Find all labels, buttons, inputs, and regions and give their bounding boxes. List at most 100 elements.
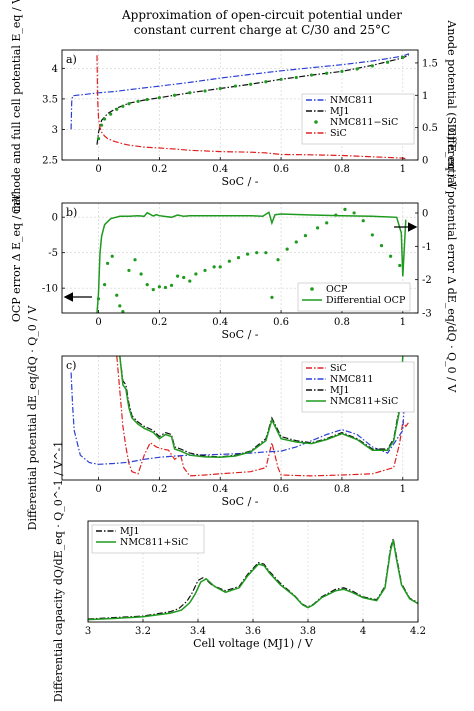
data-point bbox=[169, 283, 174, 287]
y-right-tick-label: -1 bbox=[422, 242, 432, 253]
series-group bbox=[88, 538, 418, 621]
legend-box bbox=[297, 282, 411, 312]
legend-marker bbox=[314, 120, 318, 124]
data-point bbox=[315, 226, 320, 230]
y-right-tick-label: -3 bbox=[422, 309, 432, 320]
legend-entry: SiC bbox=[330, 128, 347, 139]
y-tick-label: -10 bbox=[42, 284, 58, 295]
figure-title-line2: constant current charge at C/30 and 25°C bbox=[134, 23, 390, 37]
x-tick-label: 3.2 bbox=[135, 626, 151, 637]
y-axis-label: Differential capacity dQ/dE_eq · Q_0^-1 … bbox=[52, 441, 65, 703]
y-tick-label: -5 bbox=[48, 248, 58, 259]
data-point bbox=[270, 295, 274, 299]
data-point bbox=[182, 275, 186, 280]
x-axis-label: SoC / - bbox=[222, 175, 259, 188]
data-point bbox=[325, 221, 329, 225]
data-point bbox=[340, 69, 344, 73]
panel-label: b) bbox=[66, 206, 77, 219]
y-right-tick-label: 0.5 bbox=[422, 123, 438, 134]
data-point bbox=[115, 107, 119, 111]
x-tick-label: 0 bbox=[95, 484, 101, 495]
y-tick-label: 0 bbox=[52, 213, 58, 224]
legend-entry: NMC811+SiC bbox=[120, 537, 188, 548]
data-point bbox=[401, 55, 405, 59]
series-line-nmc811-sic bbox=[88, 540, 418, 621]
data-point bbox=[370, 64, 374, 68]
data-point bbox=[118, 304, 122, 308]
x-axis-label: SoC / - bbox=[222, 328, 259, 341]
legend-entry: SiC bbox=[330, 363, 347, 374]
legend-marker bbox=[310, 287, 314, 291]
data-point bbox=[361, 219, 365, 223]
legend-entry: NMC811 bbox=[330, 95, 373, 106]
y-axis-label-right: Anode potential (SiC) E_eq / V bbox=[445, 19, 458, 190]
legend-entry: MJ1 bbox=[120, 526, 140, 537]
y-right-tick-label: -2 bbox=[422, 275, 432, 286]
x-tick-label: 4 bbox=[360, 626, 366, 637]
y-tick-label: 4 bbox=[52, 64, 58, 75]
series-group bbox=[96, 207, 407, 313]
data-point bbox=[264, 80, 268, 84]
legend-box bbox=[91, 524, 205, 554]
data-point bbox=[379, 243, 384, 248]
data-point bbox=[163, 285, 168, 290]
data-point bbox=[233, 84, 238, 88]
series-group bbox=[70, 356, 410, 477]
series-line-differential-ocp bbox=[96, 211, 407, 313]
x-tick-label: 0.2 bbox=[151, 484, 167, 495]
x-tick-label: 1 bbox=[400, 317, 406, 328]
x-tick-label: 0.8 bbox=[334, 164, 350, 175]
legend-box bbox=[301, 93, 415, 145]
panel-d: 33.23.43.63.844.2d)Cell voltage (MJ1) / … bbox=[52, 441, 426, 703]
data-point bbox=[389, 254, 393, 258]
data-point bbox=[352, 211, 356, 215]
series-line-sic bbox=[96, 55, 406, 160]
data-point bbox=[96, 137, 101, 141]
data-point bbox=[121, 104, 125, 108]
data-point bbox=[157, 285, 161, 289]
x-tick-label: 1 bbox=[400, 484, 406, 495]
data-point bbox=[102, 283, 107, 287]
data-point bbox=[218, 86, 222, 91]
plot-frame bbox=[61, 202, 419, 314]
data-point bbox=[115, 293, 119, 297]
data-point bbox=[109, 112, 113, 116]
x-tick-label: 0.6 bbox=[273, 484, 289, 495]
series-line-nmc811-sic bbox=[119, 356, 404, 459]
x-tick-label: 1 bbox=[400, 164, 406, 175]
x-tick-label: 3.8 bbox=[300, 626, 316, 637]
data-point bbox=[218, 265, 222, 269]
data-point bbox=[176, 274, 180, 278]
data-point bbox=[385, 60, 390, 64]
data-point bbox=[285, 247, 289, 251]
data-point bbox=[343, 207, 347, 211]
data-point bbox=[236, 256, 241, 260]
data-point bbox=[294, 75, 298, 80]
x-tick-label: 0.8 bbox=[334, 484, 350, 495]
data-point bbox=[203, 268, 207, 273]
plot-frame bbox=[61, 49, 419, 161]
data-point bbox=[294, 240, 298, 244]
data-point bbox=[145, 97, 149, 102]
data-point bbox=[127, 102, 131, 106]
y-axis-label: Differential potential dE_eq/dQ · Q_0 / … bbox=[26, 305, 39, 531]
data-point bbox=[139, 272, 143, 276]
data-point bbox=[172, 93, 177, 97]
data-point bbox=[127, 268, 131, 273]
x-axis-label: Cell voltage (MJ1) / V bbox=[193, 637, 314, 650]
series-line-sic bbox=[116, 356, 410, 477]
y-axis-label-left: OCP error Δ E_eq / mV bbox=[10, 193, 23, 322]
series-line-nmc811 bbox=[70, 372, 407, 465]
data-point bbox=[309, 73, 314, 77]
y-tick-label: 3 bbox=[52, 125, 58, 136]
data-point bbox=[110, 254, 114, 258]
panel-a: 0 0.2 0.4 0.6 0.8 1 2.5 3 3.5 4 0 0.5 1 1.5 a) SoC / - C… bbox=[10, 0, 458, 214]
data-point bbox=[188, 91, 192, 95]
series-line-nmc811 bbox=[70, 53, 410, 130]
data-point bbox=[212, 265, 216, 269]
data-point bbox=[249, 82, 253, 86]
legend-entry: OCP bbox=[326, 284, 348, 295]
data-point bbox=[157, 96, 161, 100]
x-tick-label: 0.6 bbox=[273, 317, 289, 328]
